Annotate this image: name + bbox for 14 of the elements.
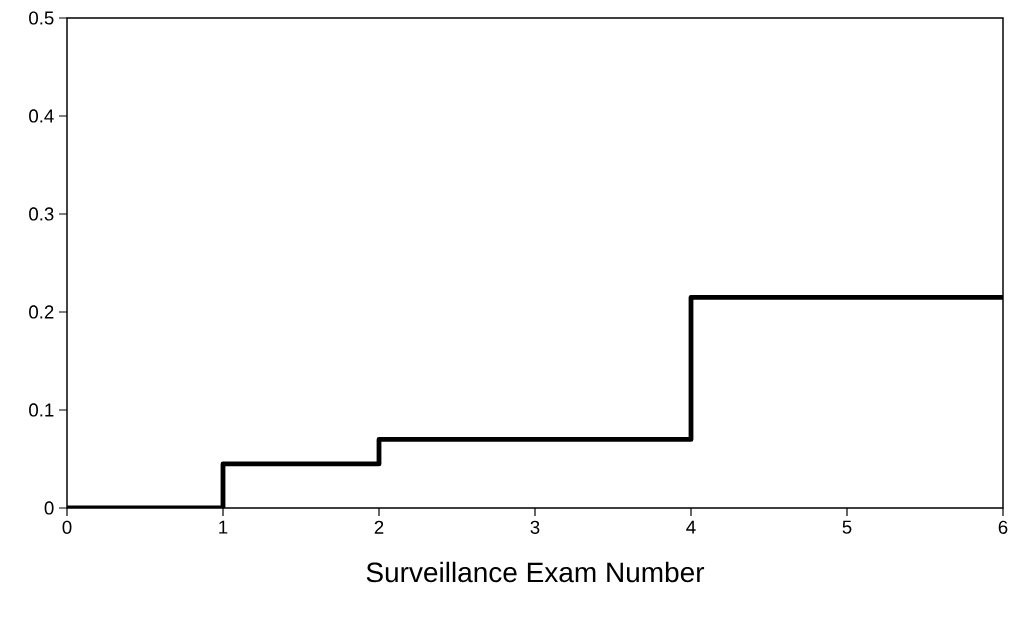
y-tick-label: 0.4	[29, 109, 54, 123]
y-tick-label: 0	[44, 501, 54, 515]
y-tick-label: 0.3	[29, 207, 54, 221]
x-tick-label: 2	[374, 520, 384, 534]
x-tick-label: 1	[219, 520, 228, 534]
x-axis-title: Surveillance Exam Number	[366, 561, 705, 583]
y-tick-label: 0.5	[29, 11, 54, 25]
x-tick-label: 4	[686, 520, 696, 534]
x-tick-label: 6	[998, 520, 1008, 534]
y-tick-label: 0.2	[29, 305, 54, 319]
x-tick-label: 3	[530, 520, 540, 534]
x-tick-label: 0	[62, 520, 72, 534]
y-tick-label: 0.1	[29, 403, 54, 417]
x-tick-label: 5	[842, 520, 852, 534]
